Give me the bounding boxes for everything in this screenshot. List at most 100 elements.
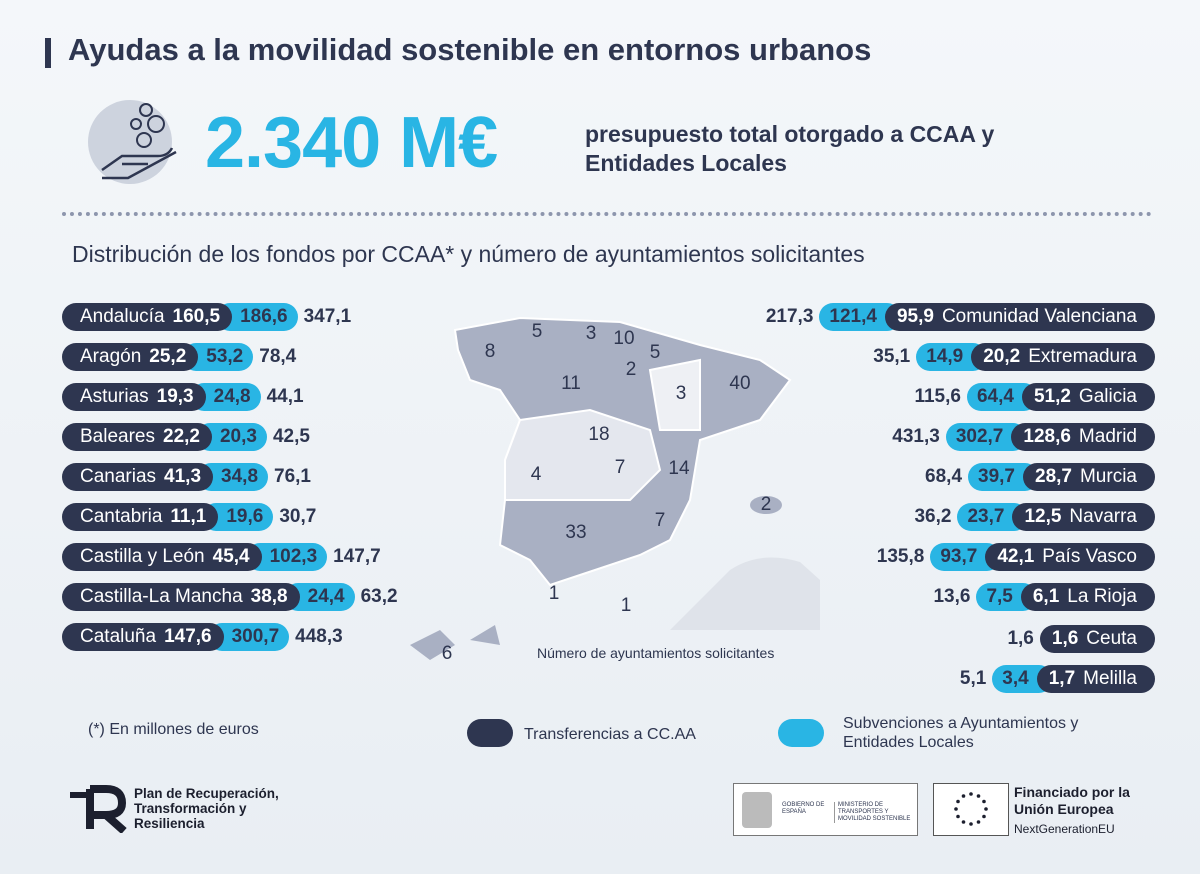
canarias: [410, 625, 500, 660]
aragon-region: [648, 358, 701, 431]
region-row: 5,1 3,4 1,7 Melilla: [954, 665, 1155, 693]
transfer-pill: Cataluña 147,6: [62, 623, 224, 651]
legend-swatch-subsidy: [778, 719, 824, 747]
total-value: 78,4: [259, 346, 297, 367]
subsidy-value: 3,4: [1002, 668, 1029, 689]
map-count: 1: [548, 583, 560, 604]
subsidy-value: 19,6: [226, 506, 264, 527]
subsidy-value: 300,7: [231, 626, 280, 647]
eu-star: [954, 807, 958, 811]
subsidy-pill: 186,6: [216, 303, 298, 331]
eu-star: [956, 799, 960, 804]
budget-amount: 2.340 M€: [205, 103, 498, 183]
map-count: 11: [561, 373, 581, 394]
transfer-value: 6,1: [1032, 586, 1060, 607]
total-value: 36,2: [914, 506, 952, 527]
region-row: 217,3 121,4 95,9 Comunidad Valenciana: [760, 303, 1155, 331]
subtitle: Distribución de los fondos por CCAA* y n…: [72, 241, 865, 267]
region-name: Ceuta: [1086, 628, 1137, 649]
map-count: 40: [729, 373, 751, 394]
region-name: Asturias: [80, 386, 149, 407]
transfer-value: 160,5: [172, 306, 221, 327]
region-name: Extremadura: [1028, 346, 1137, 367]
region-row: 115,6 64,4 51,2 Galicia: [908, 383, 1155, 411]
subsidy-value: 24,4: [307, 586, 345, 607]
transfer-pill: Baleares 22,2: [62, 423, 212, 451]
region-name: Canarias: [80, 466, 157, 487]
region-name: Castilla y León: [80, 546, 205, 567]
total-value: 217,3: [765, 306, 814, 327]
title: Ayudas a la movilidad sostenible en ento…: [68, 32, 872, 67]
map-count: 33: [565, 522, 587, 543]
transfer-pill: 1,6 Ceuta: [1039, 625, 1155, 653]
transfer-pill: Andalucía 160,5: [62, 303, 233, 331]
region-row: 431,3 302,7 128,6 Madrid: [886, 423, 1155, 451]
total-value: 13,6: [933, 586, 971, 607]
transfer-value: 41,3: [164, 466, 202, 487]
eu-star: [956, 814, 960, 819]
map-count: 2: [625, 359, 637, 380]
transfer-pill: 28,7 Murcia: [1023, 463, 1155, 491]
divider: [62, 212, 1152, 216]
transfer-value: 22,2: [163, 426, 200, 447]
plan-logo: [70, 785, 127, 833]
subsidy-value: 121,4: [829, 306, 877, 327]
total-value: 35,1: [873, 346, 911, 367]
transfer-pill: 42,1 País Vasco: [985, 543, 1155, 571]
total-value: 42,5: [272, 426, 310, 447]
government-text: GOBIERNO DE ESPAÑA: [782, 802, 825, 815]
money-icon: [88, 100, 177, 184]
eu-funding-text: Financiado por la Unión Europea: [1014, 784, 1130, 817]
eu-star: [969, 822, 973, 826]
eu-star: [982, 814, 986, 819]
eu-star: [969, 792, 973, 796]
subsidy-pill: 102,3: [245, 543, 328, 571]
eu-star: [961, 794, 966, 798]
eu-star: [976, 820, 981, 824]
region-name: Navarra: [1069, 506, 1137, 527]
total-value: 5,1: [959, 668, 987, 689]
subsidy-value: 53,2: [206, 346, 244, 367]
total-value: 68,4: [925, 466, 963, 487]
region-row: 13,6 7,5 6,1 La Rioja: [927, 583, 1155, 611]
transfer-pill: 20,2 Extremadura: [971, 343, 1155, 371]
transfer-value: 95,9: [896, 306, 934, 327]
subsidy-value: 7,5: [986, 586, 1013, 607]
total-value: 30,7: [279, 506, 317, 527]
total-value: 115,6: [914, 386, 961, 407]
map-count: 3: [585, 323, 597, 344]
subsidy-value: 14,9: [926, 346, 964, 367]
subsidy-value: 39,7: [978, 466, 1015, 487]
subsidy-value: 302,7: [955, 426, 1004, 447]
region-row: Castilla-La Mancha 38,8 24,4 63,2: [62, 583, 404, 611]
baleares: [750, 496, 782, 514]
transfer-pill: 6,1 La Rioja: [1020, 583, 1155, 611]
region-row: 36,2 23,7 12,5 Navarra: [908, 503, 1155, 531]
legend-subsidy: Subvenciones a Ayuntamientos y Entidades…: [843, 715, 1079, 751]
transfer-value: 42,1: [997, 546, 1035, 567]
region-name: Cataluña: [80, 626, 157, 647]
transfer-value: 38,8: [250, 586, 288, 607]
region-row: Aragón 25,2 53,2 78,4: [62, 343, 302, 371]
region-name: Comunidad Valenciana: [941, 306, 1137, 327]
transfer-pill: 128,6 Madrid: [1011, 423, 1155, 451]
subsidy-value: 102,3: [269, 546, 318, 567]
transfer-pill: Cantabria 11,1: [62, 503, 219, 531]
region-row: Cantabria 11,1 19,6 30,7: [62, 503, 322, 531]
subsidy-value: 186,6: [240, 306, 288, 327]
transfer-value: 11,1: [170, 506, 207, 527]
total-value: 63,2: [360, 586, 398, 607]
total-value: 1,6: [1007, 628, 1034, 649]
map-count: 14: [668, 458, 690, 479]
map-count: 5: [531, 321, 543, 342]
region-name: Melilla: [1083, 668, 1137, 689]
region-name: La Rioja: [1067, 586, 1137, 607]
transfer-pill: 51,2 Galicia: [1021, 383, 1155, 411]
transfer-value: 51,2: [1033, 386, 1071, 407]
map-count: 3: [675, 383, 687, 404]
subsidy-value: 34,8: [221, 466, 259, 487]
eu-flag: [933, 783, 1009, 836]
region-row: Canarias 41,3 34,8 76,1: [62, 463, 317, 491]
region-name: Madrid: [1078, 426, 1137, 447]
